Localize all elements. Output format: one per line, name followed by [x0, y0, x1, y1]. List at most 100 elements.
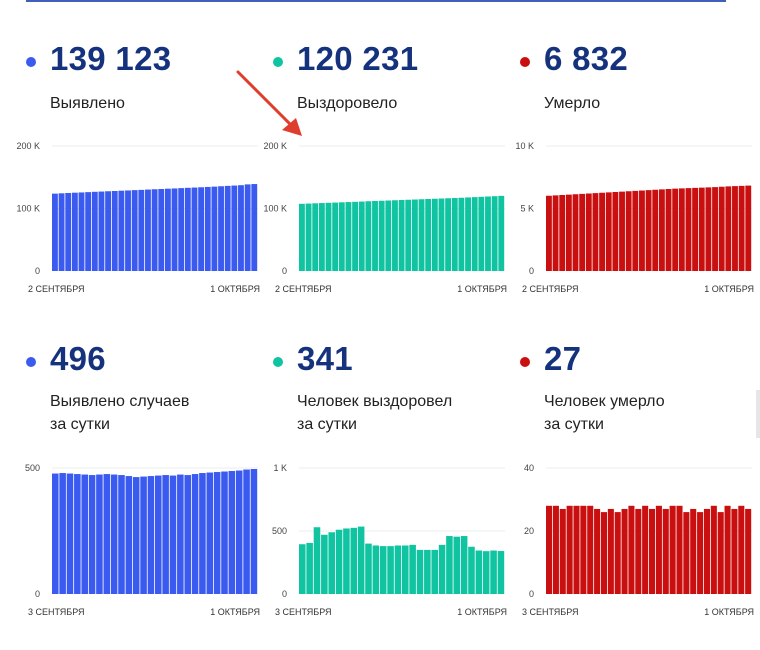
- bar: [343, 528, 350, 594]
- bar: [312, 203, 319, 271]
- bar: [625, 191, 632, 271]
- bar: [206, 472, 214, 594]
- stat-label-line: за сутки: [544, 416, 604, 433]
- bar: [313, 527, 321, 594]
- stat-label-line: Выявлено случаев: [50, 393, 190, 410]
- bar: [497, 551, 505, 594]
- bar: [732, 186, 738, 272]
- stat-label: Выявлено случаев за сутки: [50, 390, 189, 436]
- bar: [162, 475, 169, 594]
- bar: [559, 195, 566, 271]
- bar: [224, 185, 231, 272]
- bar: [717, 512, 724, 594]
- bar: [299, 203, 305, 271]
- bar: [177, 474, 184, 594]
- bar: [325, 202, 332, 271]
- bar: [158, 189, 165, 271]
- bar: [338, 202, 345, 271]
- bar: [665, 189, 672, 271]
- bar: [482, 551, 490, 594]
- bar: [74, 474, 81, 594]
- scroll-indicator: [756, 390, 760, 438]
- card-cases-daily: 496 Выявлено случаев за сутки 500 0 3 СЕНТЯ…: [25, 340, 260, 650]
- bar: [425, 199, 432, 271]
- stat-label-line: Выздоровело: [297, 95, 398, 112]
- y-tick-label: 100 K: [263, 204, 287, 214]
- bar: [125, 476, 133, 594]
- series-dot: [273, 57, 283, 67]
- bar: [645, 190, 652, 272]
- bar: [478, 196, 485, 271]
- bar: [745, 508, 752, 594]
- bar: [690, 508, 697, 594]
- x-tick-label: 1 ОКТЯБРЯ: [457, 284, 507, 294]
- bar: [498, 195, 505, 271]
- top-divider: [26, 0, 726, 2]
- bar: [475, 550, 483, 594]
- bar: [431, 198, 438, 271]
- series-dot: [26, 57, 36, 67]
- bar: [387, 546, 394, 594]
- bar: [585, 193, 592, 271]
- bar: [546, 195, 552, 271]
- x-tick-label: 1 ОКТЯБРЯ: [210, 284, 260, 294]
- y-tick-label: 200 K: [263, 141, 287, 151]
- bar: [453, 536, 461, 594]
- bar: [299, 544, 306, 594]
- x-tick-label: 2 СЕНТЯБРЯ: [28, 284, 85, 294]
- bar: [438, 198, 445, 271]
- y-tick-label: 5 K: [520, 204, 534, 214]
- bar-chart: 40 20 0 3 СЕНТЯБРЯ 1 ОКТЯБРЯ: [522, 463, 754, 617]
- stat-value: 496: [50, 340, 106, 377]
- bar: [612, 192, 619, 271]
- y-tick-label: 0: [282, 266, 287, 276]
- bar: [91, 191, 98, 271]
- bar: [235, 470, 243, 594]
- bar: [71, 192, 78, 271]
- stat-label: Выздоровело: [297, 92, 397, 115]
- bar: [465, 197, 471, 271]
- bar: [424, 549, 431, 594]
- bar: [546, 505, 553, 594]
- bar: [155, 475, 162, 594]
- bar: [655, 505, 662, 594]
- bar: [559, 508, 566, 594]
- bar: [468, 546, 475, 594]
- bar: [738, 505, 745, 594]
- bar: [580, 505, 587, 594]
- bar: [703, 508, 710, 594]
- series-dot: [26, 357, 36, 367]
- bar: [328, 532, 335, 594]
- bar: [372, 201, 378, 271]
- bar: [211, 186, 218, 272]
- bar: [592, 193, 599, 272]
- bar: [566, 505, 573, 594]
- stat-value: 27: [544, 340, 582, 377]
- bar: [605, 192, 612, 272]
- x-tick-label: 1 ОКТЯБРЯ: [457, 607, 507, 617]
- bar: [738, 185, 745, 272]
- y-tick-label: 0: [282, 589, 287, 599]
- bar: [118, 190, 125, 271]
- y-tick-label: 0: [35, 589, 40, 599]
- bar: [52, 193, 58, 272]
- y-tick-label: 0: [35, 266, 40, 276]
- bar: [639, 190, 645, 271]
- bar: [573, 505, 580, 594]
- bar: [88, 475, 96, 594]
- y-tick-label: 10 K: [515, 141, 534, 151]
- bar: [118, 475, 125, 594]
- bar: [372, 545, 380, 594]
- bar: [710, 505, 717, 594]
- card-deaths-daily: 27 Человек умерло за сутки 40 20 0 3 СЕНТЯБР…: [520, 340, 754, 650]
- bar: [365, 543, 372, 594]
- x-tick-label: 3 СЕНТЯБРЯ: [522, 607, 579, 617]
- bar: [228, 471, 236, 594]
- bar: [392, 200, 398, 271]
- bar: [78, 192, 85, 271]
- bar: [218, 186, 224, 271]
- bar: [59, 473, 66, 594]
- bar: [231, 185, 238, 271]
- bar: [411, 199, 418, 271]
- bar: [619, 191, 625, 272]
